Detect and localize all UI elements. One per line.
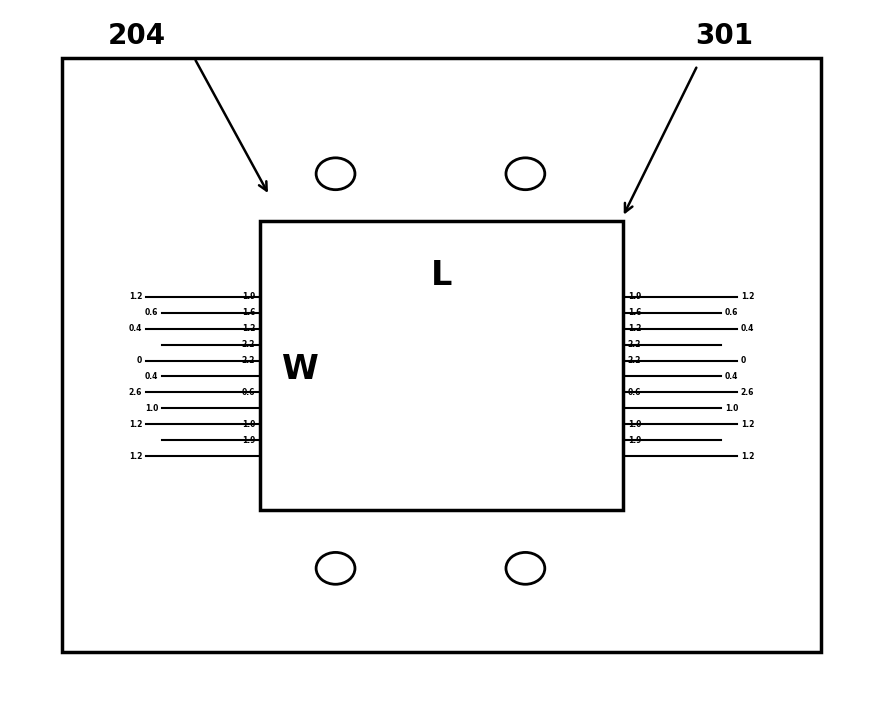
Text: 0: 0: [137, 356, 142, 365]
Text: 1.2: 1.2: [242, 324, 255, 333]
Text: 0.4: 0.4: [145, 372, 158, 381]
Text: 1.2: 1.2: [741, 292, 754, 301]
Text: 2.2: 2.2: [628, 340, 641, 349]
Text: 1.9: 1.9: [628, 292, 641, 301]
Circle shape: [506, 552, 545, 584]
Bar: [62, 58, 821, 652]
Circle shape: [506, 158, 545, 190]
Circle shape: [316, 552, 355, 584]
Text: 1.2: 1.2: [129, 452, 142, 460]
Text: 2.2: 2.2: [242, 356, 255, 365]
Text: 0.6: 0.6: [628, 388, 641, 397]
Text: 2.6: 2.6: [741, 388, 754, 397]
Text: 1.2: 1.2: [129, 292, 142, 301]
Text: 301: 301: [695, 22, 753, 50]
Text: 1.2: 1.2: [129, 420, 142, 429]
Text: 1.0: 1.0: [145, 404, 158, 413]
Text: 0.6: 0.6: [145, 308, 158, 317]
Bar: [260, 221, 623, 510]
Text: 1.9: 1.9: [242, 292, 255, 301]
Text: 0.4: 0.4: [725, 372, 738, 381]
Text: 1.0: 1.0: [628, 420, 641, 429]
Text: 0.6: 0.6: [242, 388, 255, 397]
Text: 1.9: 1.9: [242, 436, 255, 445]
Text: 1.2: 1.2: [628, 324, 641, 333]
Text: 1.0: 1.0: [242, 420, 255, 429]
Text: 1.2: 1.2: [741, 420, 754, 429]
Text: 2.6: 2.6: [129, 388, 142, 397]
Text: 1.6: 1.6: [242, 308, 255, 317]
Text: 2.2: 2.2: [242, 340, 255, 349]
Text: 0.6: 0.6: [725, 308, 738, 317]
Text: 1.2: 1.2: [741, 452, 754, 460]
Text: 0.4: 0.4: [741, 324, 754, 333]
Text: W: W: [282, 353, 319, 386]
Text: 0.4: 0.4: [129, 324, 142, 333]
Text: L: L: [431, 258, 452, 292]
Text: 2.2: 2.2: [628, 356, 641, 365]
Text: 0: 0: [741, 356, 746, 365]
Text: 204: 204: [108, 22, 166, 50]
Text: 1.0: 1.0: [725, 404, 738, 413]
Circle shape: [316, 158, 355, 190]
Text: 1.6: 1.6: [628, 308, 641, 317]
Text: 1.9: 1.9: [628, 436, 641, 445]
